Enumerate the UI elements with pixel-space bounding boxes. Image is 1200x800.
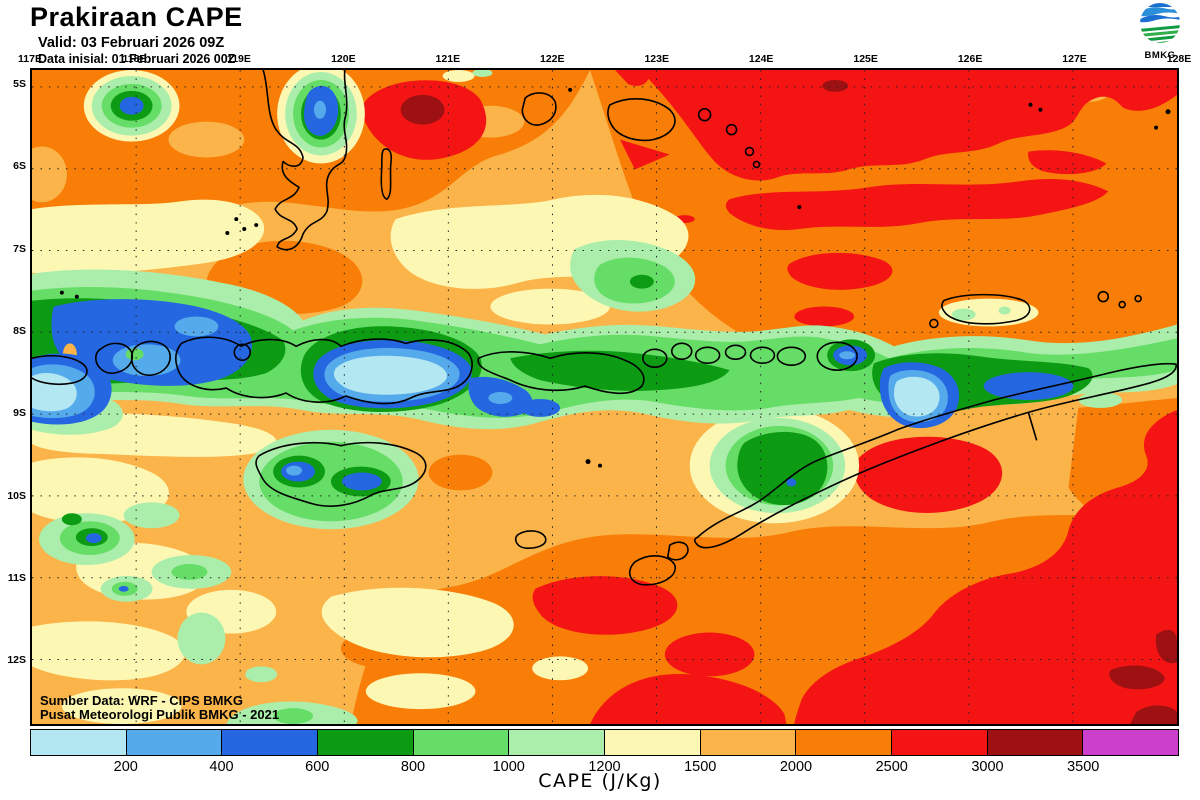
initial-data-time-label: Data inisial: 01 Februari 2026 00Z [38,52,236,66]
valid-time-label: Valid: 03 Februari 2026 09Z [38,35,225,51]
cape-fill-contours [32,70,1177,724]
lon-tick-label: 121E [435,53,461,65]
colorbar-tick-label: 2500 [875,759,908,775]
lon-tick-label: 118E [122,53,147,65]
cape-colorbar [30,729,1179,756]
colorbar-cell [892,730,988,755]
colorbar-cell [796,730,893,755]
bmkg-logo-icon [1140,3,1180,43]
colorbar-tick-label: 3000 [971,759,1004,775]
lon-tick-label: 122E [540,53,565,65]
page-title: Prakiraan CAPE [30,2,243,32]
colorbar-cell [987,730,1084,755]
colorbar-tick-label: 1500 [684,759,717,775]
lat-tick-label: 6S [13,160,26,173]
lat-tick-label: 7S [13,242,26,255]
colorbar-cell [126,730,223,755]
colorbar-tick-label: 200 [113,759,138,775]
colorbar-cell [1083,730,1179,755]
cape-map-canvas [32,70,1177,724]
bmkg-logo-label: BMKG [1144,50,1176,61]
lon-tick-label: 117E [18,53,42,65]
lon-tick-label: 127E [1062,53,1087,65]
colorbar-cell [222,730,319,755]
colorbar-tick-label: 3500 [1067,759,1100,775]
source-credit: Sumber Data: WRF - CIPS BMKG Pusat Meteo… [40,692,280,723]
lon-tick-label: 119E [226,53,251,65]
lat-tick-label: 8S [13,324,26,337]
colorbar-cell [509,730,606,755]
colorbar-tick-label: 600 [305,759,330,775]
lat-tick-label: 9S [13,407,26,420]
colorbar-tick-label: 1000 [492,759,525,775]
lat-tick-label: 12S [7,654,26,667]
header: Prakiraan CAPE Valid: 03 Februari 2026 0… [30,2,243,66]
source-line-2: Pusat Meteorologi Publik BMKG - 2021 [40,707,280,723]
colorbar-tick-label: 2000 [779,759,813,775]
colorbar-tick-label: 400 [209,759,234,775]
small-island-dots [59,87,1171,468]
bmkg-logo: BMKG [1134,1,1186,61]
colorbar-title: CAPE (J/Kg) [538,770,662,792]
lon-tick-label: 123E [644,53,669,65]
colorbar-cell [700,730,797,755]
lat-tick-label: 10S [7,489,26,502]
lon-tick-label: 120E [331,53,356,65]
lat-tick-label: 11S [7,571,26,584]
lon-tick-label: 128E [1166,53,1192,65]
colorbar-cell [318,730,414,755]
lon-tick-label: 125E [853,53,878,65]
lat-tick-label: 5S [13,78,26,90]
colorbar-tick-label: 800 [400,759,426,775]
lon-tick-label: 126E [957,53,983,65]
colorbar-cell [413,730,510,755]
colorbar-cell [605,730,701,755]
source-line-1: Sumber Data: WRF - CIPS BMKG [40,692,243,708]
coastlines [32,70,1177,586]
map-frame: Sumber Data: WRF - CIPS BMKG Pusat Meteo… [30,68,1179,726]
colorbar-tick-label: 1200 [588,759,621,775]
lon-tick-label: 124E [748,53,774,65]
colorbar-cell [31,730,127,755]
